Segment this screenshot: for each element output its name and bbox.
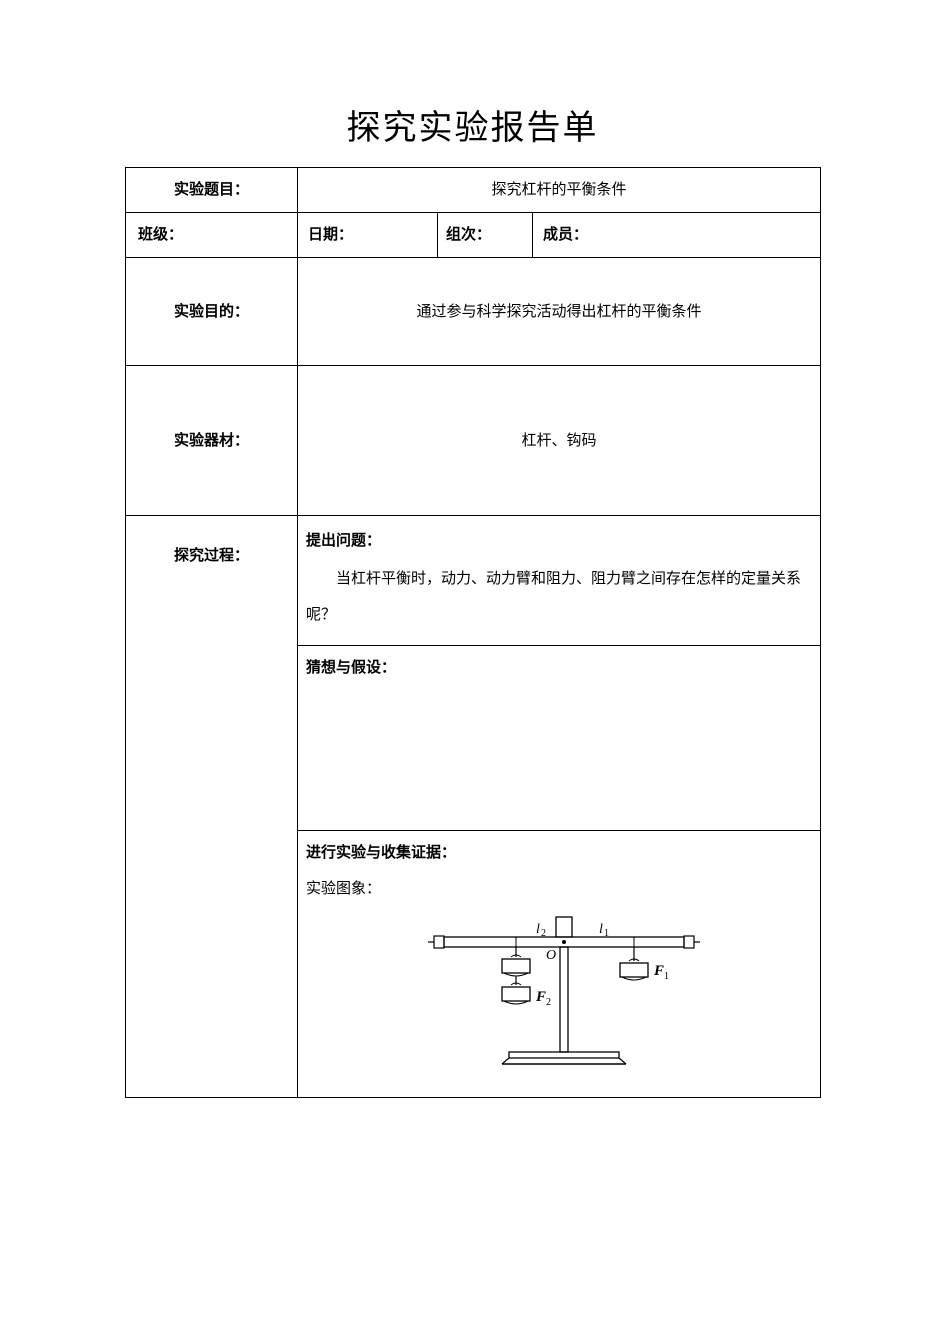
label-group: 组次： xyxy=(438,213,533,258)
lever-diagram: l 2 l 1 O F 1 F 2 xyxy=(306,909,812,1087)
svg-text:2: 2 xyxy=(541,928,546,939)
diagram-F2-label: F xyxy=(535,989,546,1005)
lever-svg: l 2 l 1 O F 1 F 2 xyxy=(414,909,704,1079)
value-equipment: 杠杆、钩码 xyxy=(298,366,821,516)
diagram-l1-label: l xyxy=(599,922,603,937)
question-heading: 提出问题： xyxy=(306,529,812,553)
value-topic: 探究杠杆的平衡条件 xyxy=(298,168,821,213)
svg-text:1: 1 xyxy=(664,971,669,982)
process-experiment: 进行实验与收集证据： 实验图象： xyxy=(298,831,821,1098)
value-purpose: 通过参与科学探究活动得出杠杆的平衡条件 xyxy=(298,258,821,366)
question-body: 当杠杆平衡时，动力、动力臂和阻力、阻力臂之间存在怎样的定量关系呢？ xyxy=(306,561,812,633)
label-members: 成员： xyxy=(533,213,821,258)
process-question: 提出问题： 当杠杆平衡时，动力、动力臂和阻力、阻力臂之间存在怎样的定量关系呢？ xyxy=(298,516,821,646)
svg-text:2: 2 xyxy=(546,997,551,1008)
row-topic: 实验题目： 探究杠杆的平衡条件 xyxy=(126,168,821,213)
label-equipment: 实验器材： xyxy=(126,366,298,516)
diagram-O-label: O xyxy=(546,948,556,963)
report-table: 实验题目： 探究杠杆的平衡条件 班级： 日期： 组次： 成员： 实验目的： 通过… xyxy=(125,167,821,1098)
label-process: 探究过程： xyxy=(126,516,298,1098)
diagram-F1-label: F xyxy=(653,963,664,979)
label-purpose: 实验目的： xyxy=(126,258,298,366)
label-class: 班级： xyxy=(126,213,298,258)
diagram-l2-label: l xyxy=(536,922,540,937)
label-date: 日期： xyxy=(298,213,438,258)
label-topic: 实验题目： xyxy=(126,168,298,213)
page-title: 探究实验报告单 xyxy=(125,100,820,149)
row-process-question: 探究过程： 提出问题： 当杠杆平衡时，动力、动力臂和阻力、阻力臂之间存在怎样的定… xyxy=(126,516,821,646)
svg-text:1: 1 xyxy=(604,928,609,939)
row-purpose: 实验目的： 通过参与科学探究活动得出杠杆的平衡条件 xyxy=(126,258,821,366)
row-class-info: 班级： 日期： 组次： 成员： xyxy=(126,213,821,258)
experiment-sub-label: 实验图象： xyxy=(306,877,812,901)
row-equipment: 实验器材： 杠杆、钩码 xyxy=(126,366,821,516)
experiment-heading: 进行实验与收集证据： xyxy=(306,841,812,865)
process-hypothesis: 猜想与假设： xyxy=(298,646,821,831)
hypothesis-heading: 猜想与假设： xyxy=(306,656,812,680)
